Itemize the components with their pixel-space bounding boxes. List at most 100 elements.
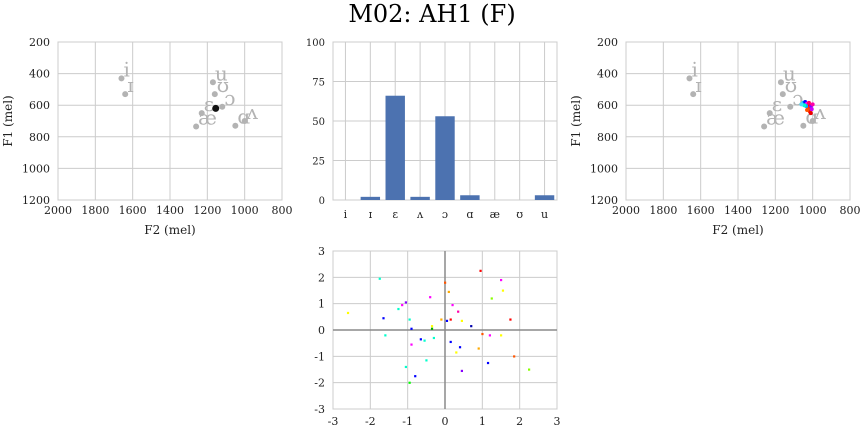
y-tick-label: 1200 [22,194,50,207]
category-label: ɔ [442,208,448,221]
pca-scatter-chart: -3 -2 -1 0 1 2 3 -3 -2 -1 0 1 2 3 [314,245,560,428]
data-point [440,318,443,321]
token-point [805,107,810,112]
vowel-label: ɛ [772,92,782,116]
x-axis-label: F2 (mel) [144,223,195,237]
y-tick-label: 800 [29,131,50,144]
x-tick-label: 1800 [649,204,677,217]
y-tick-label: 800 [597,131,618,144]
data-point [513,355,516,358]
y-tick-label: 600 [597,99,618,112]
y-tick-label: 400 [597,68,618,81]
bar [360,196,381,200]
data-point [481,332,484,336]
y-tick-label: 600 [29,99,50,112]
data-point [449,318,452,321]
data-point [528,368,531,371]
vowel-bar-chart: 0 25 50 75 100 i ɪ ɛ ʌ ɔ ɑ æ ʊ u [306,38,558,221]
data-point [410,343,413,346]
y-tick-label: -3 [314,403,325,416]
data-point [419,338,422,341]
x-tick-label: 800 [840,204,861,217]
category-label: æ [490,208,500,221]
x-tick-label: -1 [402,415,413,428]
data-point [455,351,458,354]
y-tick-label: 2 [318,271,325,284]
y-tick-label: 50 [312,117,325,128]
vowel-point [193,123,200,130]
vowel-point [809,118,816,124]
x-tick-label: 1200 [761,204,789,217]
category-label: i [344,208,348,221]
vowel-label: æ [766,106,785,130]
data-point [404,365,407,369]
data-point [430,327,434,330]
token-point [806,100,811,105]
vowel-point [766,110,773,117]
data-point [408,381,411,384]
x-tick-label: 1000 [231,204,259,217]
x-tick-label: 1200 [193,204,221,217]
vowel-label: ɪ [695,73,701,97]
data-point [477,347,480,350]
data-point [404,301,407,304]
vowel-point [122,91,129,98]
data-point [425,359,428,362]
x-tick-label: 1000 [799,204,827,217]
x-tick-label: 2000 [44,204,72,217]
token-point [799,102,804,107]
y-tick-label: 0 [318,324,325,337]
data-point [401,303,404,307]
vowel-label: i [691,57,697,81]
vowel-point [198,110,205,117]
category-label: ʌ [416,208,424,221]
data-point [384,334,387,337]
x-tick-label: 2 [516,415,523,428]
vowel-point [241,118,248,124]
category-label: ɪ [369,208,373,221]
bar [410,196,430,200]
data-point [378,277,381,280]
y-tick-label: 200 [29,36,50,49]
data-point [382,317,385,320]
data-point [460,369,463,373]
vowel-point [690,91,697,98]
data-point [479,269,482,272]
y-tick-label: -1 [314,350,325,363]
y-tick-label: 1200 [590,194,618,207]
data-point [470,325,473,328]
x-tick-label: 2000 [612,204,640,217]
data-point [501,289,505,292]
data-point [451,303,454,307]
data-point [410,327,413,330]
x-tick-label: 0 [442,415,449,428]
y-axis-label: F1 (mel) [569,95,583,146]
vowel-chart-left: 2000 1800 1600 1400 1200 1000 800 200 400 600 800 1… [1,36,293,237]
data-point [488,334,491,337]
vowel-label: ɔ [792,86,803,110]
vowel-label: ʊ [217,73,229,97]
vowel-point [686,75,693,82]
data-point [429,296,432,299]
x-tick-label: 1400 [156,204,184,217]
data-point [500,278,503,282]
y-tick-label: -2 [314,377,325,390]
data-point [458,346,462,349]
x-axis-label: F2 (mel) [712,223,763,237]
vowel-point [118,75,125,82]
vowel-point [777,79,784,86]
data-point [408,318,411,321]
data-point [414,375,417,378]
vowel-label: ʌ [814,100,827,124]
data-point [444,281,447,284]
y-tick-label: 3 [318,245,325,258]
vowel-label: ʊ [785,73,797,97]
data-point [432,336,435,340]
vowel-point [211,91,218,98]
data-point [449,340,452,344]
data-point [423,339,426,342]
y-tick-label: 1000 [590,162,618,175]
plot-frame [57,41,283,201]
category-label: ʊ [516,208,523,221]
